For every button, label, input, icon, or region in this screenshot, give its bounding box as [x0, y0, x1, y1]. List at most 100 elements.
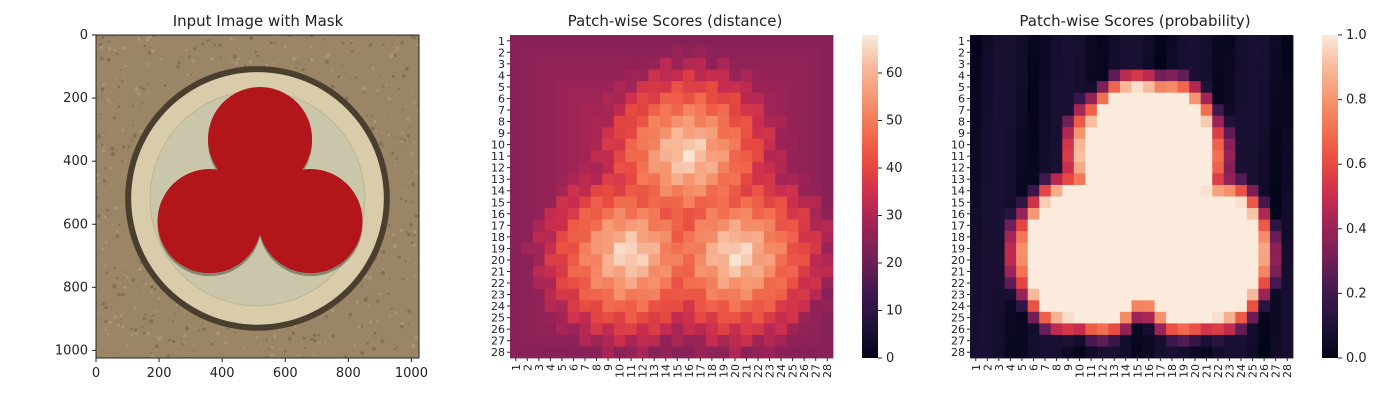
heatmap-cell — [752, 346, 765, 359]
heatmap-cell — [970, 127, 982, 140]
heatmap-cell — [729, 265, 742, 278]
heatmap-cell — [1212, 231, 1225, 244]
image-speckle — [410, 35, 414, 39]
heatmap-cell — [1166, 219, 1179, 232]
image-speckle — [124, 273, 127, 276]
image-speckle — [183, 333, 187, 338]
image-speckle — [193, 349, 196, 352]
heatmap-x-tick-label: 1 — [510, 364, 523, 371]
image-speckle — [102, 148, 106, 153]
heatmap-cell — [659, 81, 672, 94]
colorbar-tick-label: 0.0 — [1346, 351, 1367, 366]
image-speckle — [133, 95, 135, 98]
heatmap-cell — [1166, 254, 1179, 267]
heatmap-cell — [1246, 277, 1259, 290]
image-speckle — [142, 317, 146, 321]
heatmap-cell — [1143, 242, 1155, 255]
heatmap-cell — [1223, 81, 1236, 94]
image-speckle — [248, 59, 253, 64]
heatmap-cell — [798, 265, 811, 278]
heatmap-cell — [602, 254, 615, 267]
heatmap-cell — [1096, 46, 1109, 59]
heatmap-cell — [1154, 346, 1167, 359]
heatmap-cell — [1246, 231, 1259, 244]
heatmap-cell — [1050, 150, 1063, 163]
heatmap-cell — [1016, 58, 1029, 71]
heatmap-cell — [590, 277, 603, 290]
heatmap-cell — [729, 92, 742, 105]
heatmap-cell — [579, 242, 592, 255]
heatmap-cell — [579, 150, 592, 163]
image-speckle — [312, 333, 317, 337]
heatmap-cell — [981, 150, 994, 163]
heatmap-cell — [671, 69, 684, 82]
heatmap-cell — [740, 115, 753, 128]
heatmap-cell — [1039, 115, 1052, 128]
heatmap-cell — [1154, 242, 1167, 255]
heatmap-cell — [590, 161, 603, 174]
heatmap-cell — [694, 81, 707, 94]
image-speckle — [117, 323, 121, 327]
heatmap-cell — [510, 115, 522, 128]
heatmap-cell — [625, 46, 638, 59]
heatmap-cell — [1004, 334, 1017, 347]
heatmap-cell — [1062, 265, 1075, 278]
image-speckle — [129, 327, 133, 331]
heatmap-cell — [993, 219, 1006, 232]
heatmap-cell — [636, 300, 649, 313]
heatmap-cell — [1189, 219, 1202, 232]
heatmap-cell — [1246, 115, 1259, 128]
heatmap-cell — [694, 115, 707, 128]
heatmap-cell — [533, 127, 546, 140]
heatmap-cell — [981, 208, 994, 220]
heatmap-cell — [993, 184, 1006, 197]
heatmap-cell — [786, 288, 799, 301]
heatmap-cell — [1085, 161, 1098, 174]
heatmap-cell — [706, 184, 719, 197]
image-speckle — [308, 344, 311, 346]
heatmap-cell — [1085, 184, 1098, 197]
heatmap-cell — [1258, 346, 1271, 359]
heatmap-cell — [671, 81, 684, 94]
image-speckle — [283, 44, 287, 49]
heatmap-cell — [775, 242, 788, 255]
image-speckle — [132, 124, 135, 127]
heatmap-cell — [1108, 35, 1121, 47]
heatmap-cell — [1269, 127, 1282, 140]
image-speckle — [301, 68, 305, 72]
heatmap-cell — [1108, 46, 1121, 59]
heatmap-cell — [981, 92, 994, 105]
image-speckle — [410, 151, 415, 156]
heatmap-cell — [786, 81, 799, 94]
heatmap-cell — [694, 277, 707, 290]
heatmap-cell — [717, 115, 730, 128]
image-speckle — [136, 269, 138, 271]
heatmap-cell — [1189, 288, 1202, 301]
heatmap-cell — [694, 173, 707, 186]
heatmap-cell — [1281, 311, 1294, 324]
image-speckle — [393, 244, 397, 249]
image-speckle — [118, 223, 121, 227]
image-speckle — [97, 320, 99, 323]
heatmap-cell — [1154, 311, 1167, 324]
heatmap-cell — [1119, 127, 1132, 140]
image-speckle — [155, 335, 158, 338]
heatmap-y-tick-label: 26 — [491, 323, 505, 336]
image-speckle — [96, 350, 99, 352]
heatmap-cell — [1062, 127, 1075, 140]
image-speckle — [272, 339, 275, 342]
heatmap-cell — [602, 242, 615, 255]
heatmap-cell — [556, 58, 569, 71]
heatmap-cell — [1223, 46, 1236, 59]
heatmap-cell — [1200, 265, 1213, 278]
heatmap-cell — [625, 184, 638, 197]
heatmap-cell — [579, 196, 592, 209]
heatmap-cell — [1223, 242, 1236, 255]
image-speckle — [104, 240, 108, 244]
heatmap-cell — [1212, 184, 1225, 197]
heatmap-cell — [567, 208, 580, 220]
heatmap-y-tick-label: 11 — [491, 150, 505, 163]
heatmap-cell — [521, 334, 534, 347]
image-speckle — [379, 75, 382, 78]
image-x-tick-label: 0 — [92, 366, 100, 381]
